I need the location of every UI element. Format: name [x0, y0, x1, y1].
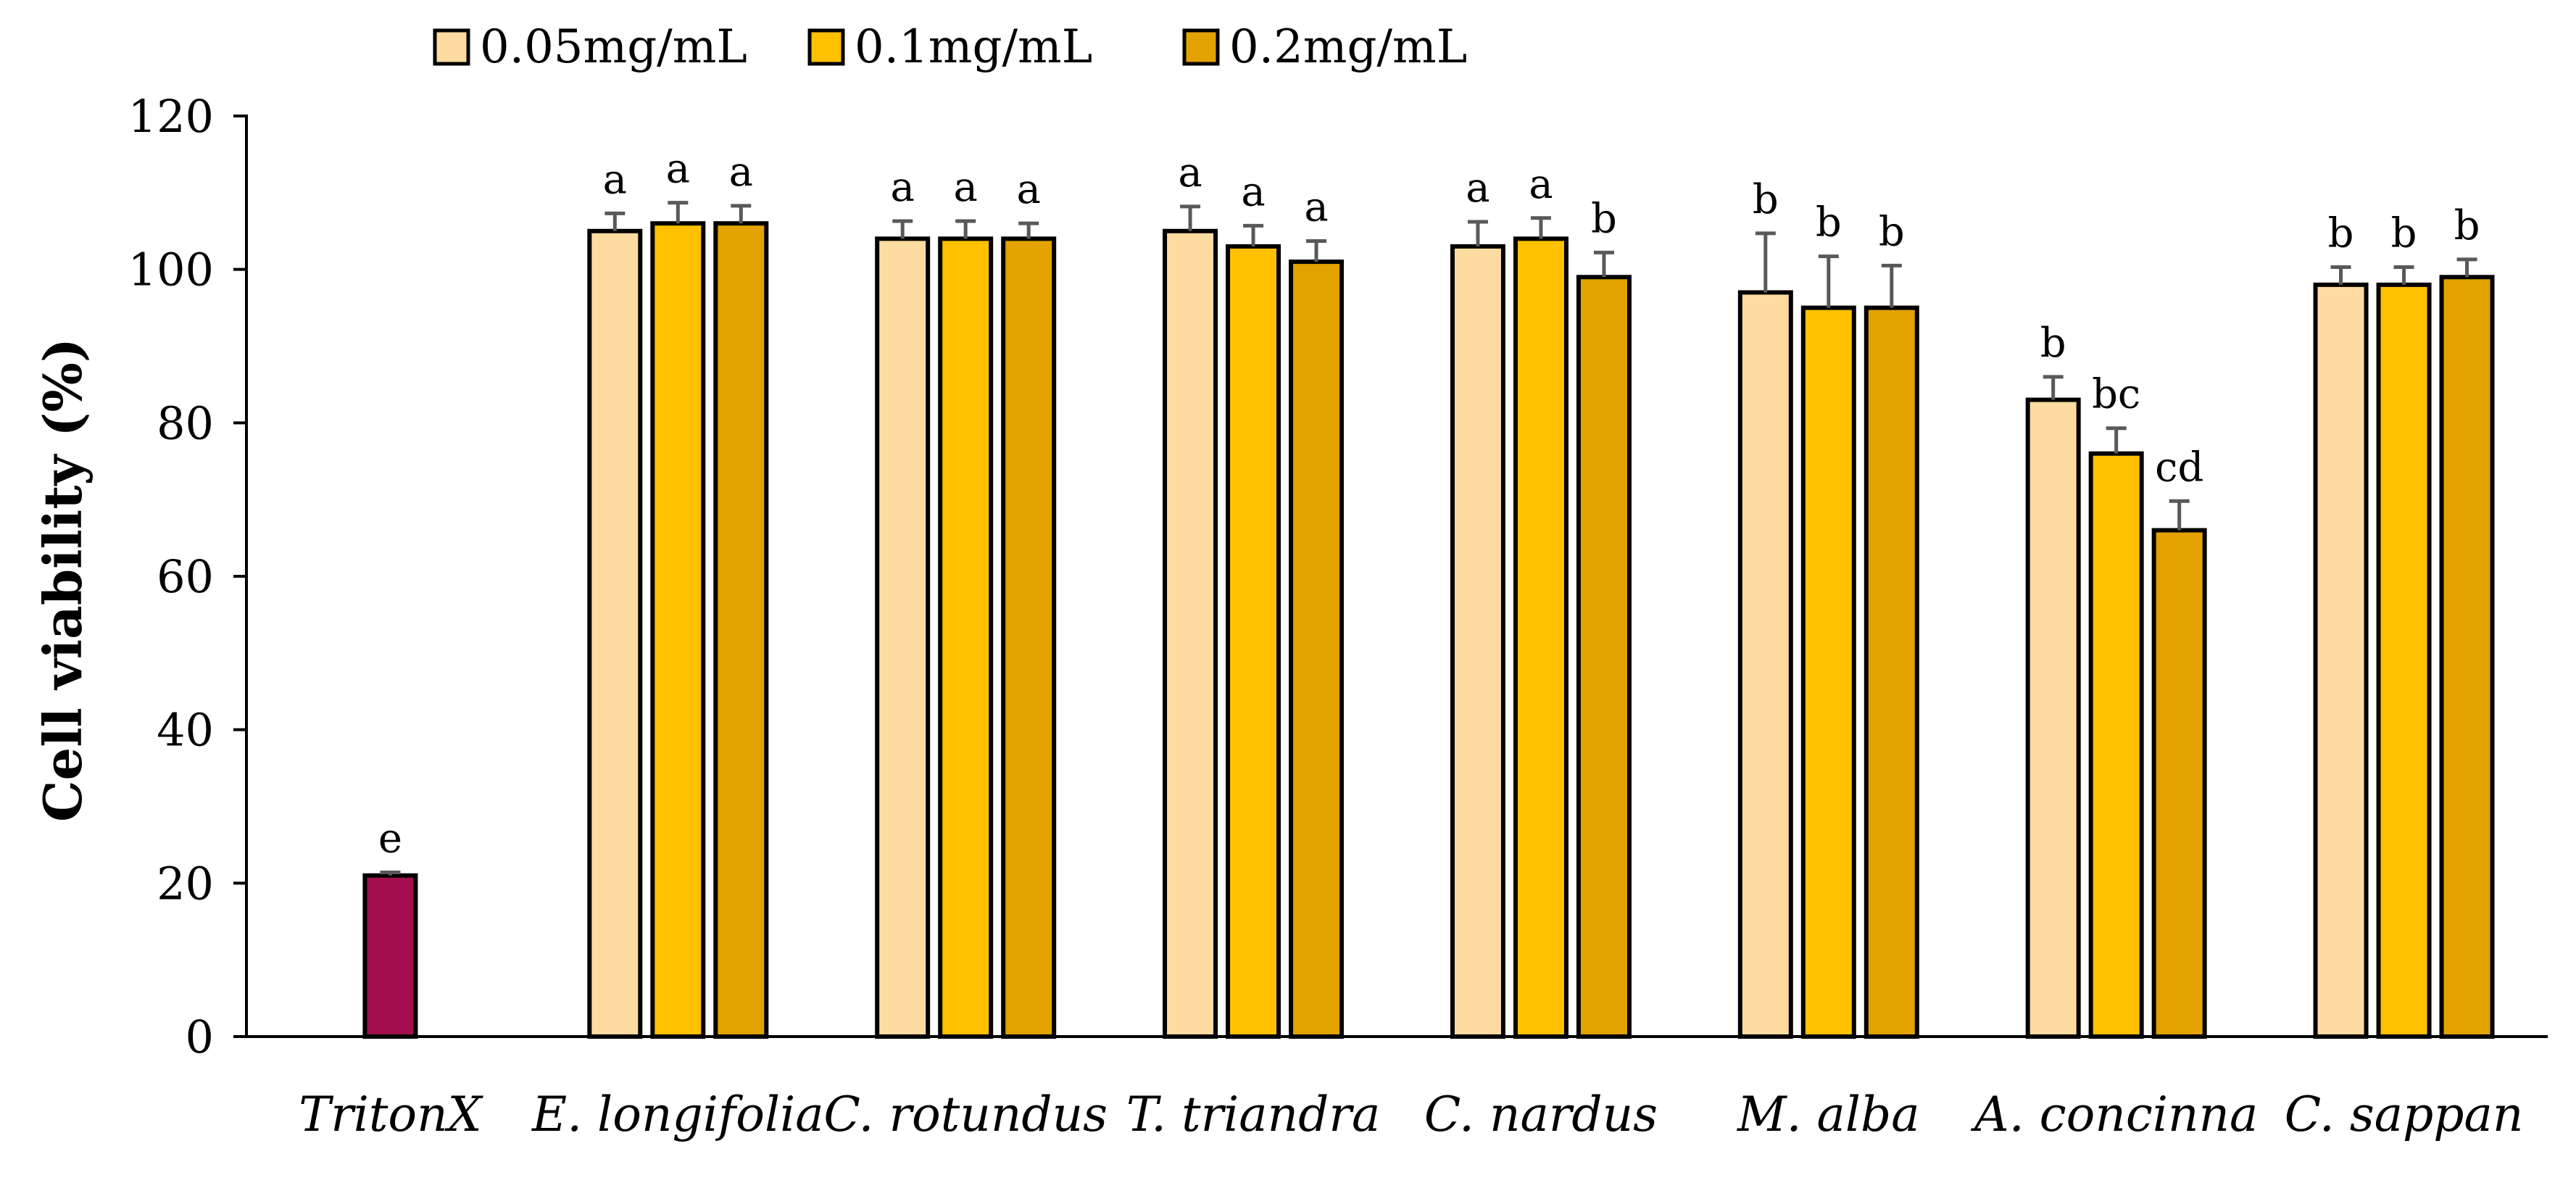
significance-label: b: [1816, 199, 1842, 246]
bar: [1450, 244, 1505, 1039]
y-axis-title: Cell viability (%): [32, 338, 94, 822]
legend-label: 0.2mg/mL: [1229, 20, 1467, 74]
x-axis: TritonX E. longifolia C. rotundus T. triand…: [246, 1035, 2548, 1142]
bar: [1576, 275, 1632, 1039]
bar: [2025, 397, 2081, 1039]
bar: [2151, 528, 2207, 1039]
significance-label: cd: [2155, 444, 2203, 491]
legend-label: 0.1mg/mL: [855, 20, 1092, 74]
significance-label: a: [890, 164, 914, 211]
significance-label: b: [2454, 202, 2480, 249]
bar: [2376, 282, 2432, 1039]
bar: [875, 236, 931, 1039]
x-tick-label: T. triandra: [1126, 1087, 1380, 1142]
significance-label: a: [603, 156, 627, 203]
significance-label: bc: [2092, 371, 2140, 418]
legend-swatch: [433, 28, 470, 66]
bar: [1800, 305, 1856, 1039]
y-tick-label: 0: [186, 1010, 214, 1063]
significance-label: a: [1178, 149, 1202, 196]
x-tick-label: A. concinna: [1970, 1087, 2258, 1142]
significance-label: b: [2040, 320, 2066, 367]
bar: [650, 221, 706, 1039]
bar: [1513, 236, 1569, 1039]
x-tick-label: TritonX: [299, 1087, 483, 1142]
x-tick-label: M. alba: [1737, 1087, 1920, 1142]
significance-label: a: [953, 164, 977, 211]
bar: [1163, 228, 1218, 1039]
bar: [2313, 282, 2369, 1039]
significance-label: e: [378, 815, 402, 863]
y-tick-label: 40: [157, 704, 214, 757]
bar: [713, 221, 769, 1039]
significance-label: b: [1591, 195, 1617, 242]
x-tick-label: C. nardus: [1424, 1087, 1658, 1142]
significance-label: b: [1879, 208, 1905, 255]
significance-label: a: [1466, 165, 1489, 212]
bar: [1289, 260, 1345, 1039]
legend: 0.05mg/mL 0.1mg/mL 0.2mg/mL: [433, 20, 1467, 74]
bar: [1226, 244, 1281, 1039]
y-tick-label: 100: [128, 244, 214, 296]
y-tick-label: 20: [157, 857, 214, 910]
x-tick-label: C. rotundus: [823, 1087, 1108, 1142]
bar: [587, 228, 643, 1039]
y-tick-label: 60: [157, 550, 214, 603]
significance-label: a: [1016, 166, 1040, 213]
significance-label: b: [2391, 209, 2417, 257]
significance-label: a: [1304, 184, 1328, 231]
significance-label: a: [1529, 161, 1553, 208]
y-tick-label: 120: [128, 90, 214, 143]
y-axis: 0 20 40 60 80 100 120: [128, 90, 248, 1063]
significance-label: a: [666, 146, 690, 193]
bar: [1001, 236, 1057, 1039]
bar: [362, 873, 418, 1039]
x-tick-label: E. longifolia: [531, 1087, 824, 1142]
y-tick-label: 80: [157, 397, 214, 449]
significance-label: a: [729, 149, 753, 196]
legend-label: 0.05mg/mL: [480, 20, 747, 74]
significance-label: b: [2328, 209, 2354, 257]
significance-label: a: [1241, 168, 1265, 215]
significance-label: b: [1753, 176, 1779, 223]
bar: [1737, 290, 1793, 1039]
legend-swatch: [1182, 28, 1220, 66]
x-tick-label: C. sappan: [2285, 1087, 2524, 1142]
bar: [2439, 275, 2495, 1039]
bar: [1864, 305, 1919, 1039]
bar: [2088, 451, 2144, 1039]
bar: [938, 236, 994, 1039]
legend-swatch: [807, 28, 845, 66]
